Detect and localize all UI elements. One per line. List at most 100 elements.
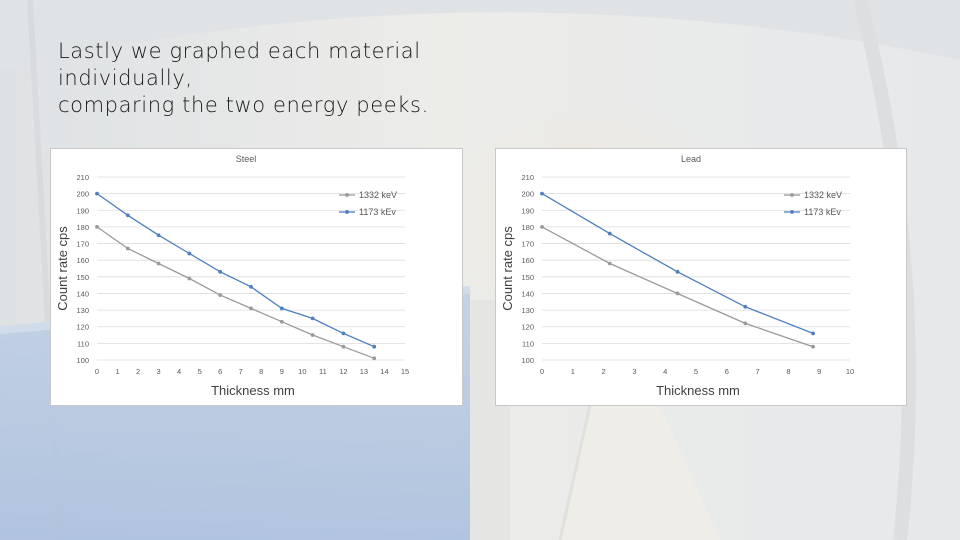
steel-legend-marker [345, 210, 349, 214]
steel-data-point [125, 213, 130, 218]
steel-y-tick-label: 100 [76, 356, 89, 365]
lead-legend-label: 1173 kEv [804, 207, 841, 217]
lead-x-tick-label: 1 [571, 367, 575, 376]
steel-data-point [95, 191, 99, 196]
lead-y-tick-label: 180 [521, 223, 534, 232]
steel-y-tick-label: 110 [77, 339, 89, 348]
lead-series-line [541, 193, 814, 335]
steel-data-point [125, 246, 130, 251]
steel-y-tick-label: 170 [76, 240, 89, 249]
lead-x-tick-label: 4 [663, 367, 667, 376]
lead-x-tick-label: 9 [817, 367, 821, 376]
lead-y-tick-label: 130 [521, 306, 534, 315]
steel-legend-label: 1173 kEv [359, 207, 396, 217]
slide-title: Lastly we graphed each material individu… [58, 38, 478, 119]
steel-data-point [310, 316, 315, 321]
steel-chart: Steel10011012013014015016017018019020021… [55, 154, 409, 398]
steel-data-point [187, 251, 192, 256]
lead-data-point [540, 225, 544, 229]
lead-data-point [607, 231, 612, 236]
lead-chart: Lead100110120130140150160170180190200210… [500, 154, 854, 398]
lead-y-tick-label: 190 [521, 206, 534, 215]
lead-chart-title: Lead [681, 154, 701, 164]
steel-data-point [279, 306, 284, 311]
steel-data-point [341, 331, 346, 336]
lead-y-tick-label: 200 [521, 190, 534, 199]
steel-data-point [249, 284, 253, 289]
steel-y-tick-label: 150 [76, 273, 89, 282]
steel-data-point [95, 225, 99, 229]
steel-y-tick-label: 180 [76, 223, 89, 232]
lead-data-point [743, 304, 748, 309]
lead-data-point [811, 331, 815, 336]
slide-title-line: individually, [58, 66, 193, 90]
steel-y-tick-label: 190 [76, 206, 89, 215]
steel-data-point [372, 356, 377, 361]
steel-y-tick-label: 130 [76, 306, 89, 315]
lead-data-point [540, 191, 544, 196]
steel-x-tick-label: 15 [401, 367, 409, 376]
steel-x-tick-label: 14 [380, 367, 388, 376]
steel-chart-title: Steel [236, 154, 257, 164]
steel-x-tick-label: 2 [136, 367, 140, 376]
lead-data-point [675, 269, 680, 274]
steel-data-point [156, 233, 161, 238]
lead-data-point [811, 344, 815, 349]
lead-x-tick-label: 2 [602, 367, 606, 376]
steel-data-point [341, 344, 346, 349]
steel-x-tick-label: 5 [198, 367, 202, 376]
steel-data-point [310, 333, 315, 337]
lead-y-tick-label: 140 [521, 289, 534, 298]
lead-x-tick-label: 0 [540, 367, 544, 376]
steel-x-tick-label: 11 [319, 367, 327, 376]
steel-data-point [187, 276, 192, 281]
steel-y-tick-label: 210 [76, 173, 89, 182]
steel-x-tick-label: 10 [298, 367, 306, 376]
steel-legend-marker [345, 193, 349, 197]
steel-data-point [372, 344, 377, 349]
lead-chart-panel: Lead 100 110 120 130 140 150 160 170 180 190 200 210… [495, 148, 907, 406]
steel-y-tick-label: 140 [76, 289, 89, 298]
lead-y-tick-label: 160 [521, 256, 534, 265]
lead-data-point [675, 291, 680, 296]
lead-x-tick-label: 6 [725, 367, 729, 376]
steel-x-axis-label: Thickness mm [211, 383, 295, 398]
steel-data-point [218, 293, 223, 298]
steel-x-tick-label: 8 [259, 367, 263, 376]
lead-x-tick-label: 5 [694, 367, 698, 376]
steel-x-tick-label: 3 [157, 367, 161, 376]
steel-x-tick-label: 0 [95, 367, 99, 376]
lead-y-tick-label: 170 [521, 240, 534, 249]
lead-legend-marker [790, 210, 794, 214]
lead-data-point [743, 321, 748, 326]
steel-y-tick-label: 120 [76, 323, 89, 332]
slide-title-line: comparing the two energy peeks. [58, 93, 429, 117]
steel-x-tick-label: 1 [115, 367, 119, 376]
steel-chart-panel: Steel 100 110 120 130 140 150 160 170 180 190 200 21… [50, 148, 463, 406]
lead-y-tick-label: 210 [521, 173, 534, 182]
lead-series-line [541, 226, 814, 348]
lead-y-tick-label: 150 [521, 273, 534, 282]
lead-legend-marker [790, 193, 794, 197]
steel-series-line [96, 193, 375, 348]
slide-title-line: Lastly we graphed each material [58, 39, 421, 63]
lead-y-tick-label: 120 [521, 323, 534, 332]
steel-series-line [96, 226, 375, 359]
steel-x-tick-label: 4 [177, 367, 181, 376]
steel-y-tick-label: 200 [76, 190, 89, 199]
lead-x-tick-label: 3 [632, 367, 636, 376]
steel-x-tick-label: 6 [218, 367, 222, 376]
steel-y-tick-label: 160 [76, 256, 89, 265]
lead-x-tick-label: 7 [756, 367, 760, 376]
steel-x-tick-label: 13 [360, 367, 368, 376]
lead-y-tick-label: 100 [521, 356, 534, 365]
steel-y-axis-label: Count rate cps [55, 226, 70, 311]
lead-data-point [607, 261, 612, 266]
steel-x-tick-label: 12 [339, 367, 347, 376]
lead-y-tick-label: 110 [522, 339, 534, 348]
lead-y-axis-label: Count rate cps [500, 226, 515, 311]
steel-x-tick-label: 9 [280, 367, 284, 376]
lead-x-tick-label: 8 [786, 367, 790, 376]
steel-data-point [218, 269, 223, 274]
